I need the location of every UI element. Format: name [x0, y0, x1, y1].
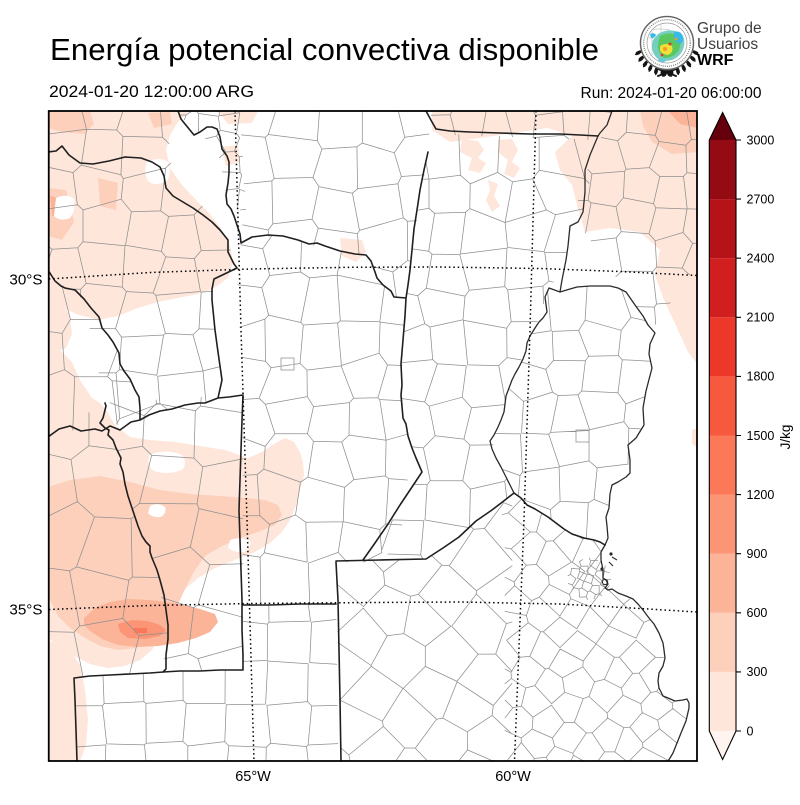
- svg-text:1500: 1500: [747, 429, 775, 443]
- svg-text:35°S: 35°S: [9, 602, 42, 619]
- svg-text:Energía potencial convectiva d: Energía potencial convectiva disponible: [50, 32, 599, 67]
- svg-text:Run: 2024-01-20 06:00:00: Run: 2024-01-20 06:00:00: [581, 85, 762, 102]
- svg-text:J/kg: J/kg: [778, 425, 793, 450]
- svg-text:300: 300: [747, 665, 768, 679]
- svg-text:900: 900: [747, 547, 768, 561]
- svg-text:3000: 3000: [747, 133, 775, 147]
- svg-text:2700: 2700: [747, 192, 775, 206]
- svg-text:WRF: WRF: [697, 52, 734, 69]
- svg-text:65°W: 65°W: [235, 769, 271, 785]
- svg-text:Grupo de: Grupo de: [697, 20, 762, 37]
- svg-text:1800: 1800: [747, 370, 775, 384]
- svg-text:60°W: 60°W: [495, 769, 531, 785]
- svg-text:2100: 2100: [747, 311, 775, 325]
- svg-text:2400: 2400: [747, 252, 775, 266]
- svg-text:1200: 1200: [747, 488, 775, 502]
- svg-text:Usuarios: Usuarios: [697, 36, 758, 53]
- svg-text:0: 0: [747, 724, 754, 738]
- svg-text:2024-01-20 12:00:00 ARG: 2024-01-20 12:00:00 ARG: [49, 83, 254, 101]
- svg-text:600: 600: [747, 606, 768, 620]
- svg-text:30°S: 30°S: [9, 272, 42, 289]
